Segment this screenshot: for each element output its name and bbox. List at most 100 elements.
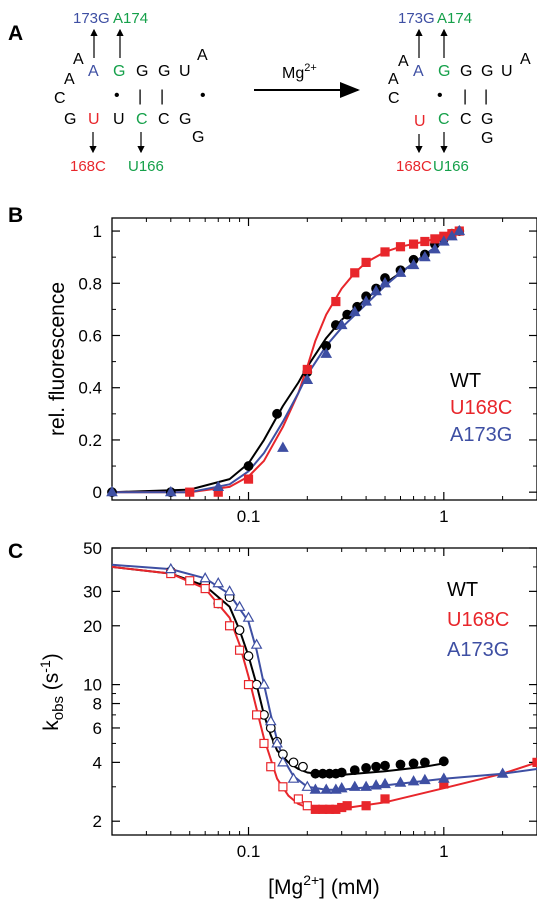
data-point-a173g (233, 600, 246, 611)
nt: C (460, 111, 472, 128)
fit-line-a173g (112, 230, 460, 494)
data-point-a173g (419, 773, 431, 785)
data-point-a173g (437, 235, 450, 246)
data-point-u168c (213, 598, 223, 609)
data-point-u168c (259, 738, 269, 749)
nt: C (388, 90, 400, 107)
nt: C (438, 111, 450, 128)
y-tick-label: 2 (93, 812, 102, 831)
data-point-a173g (264, 714, 277, 726)
data-point-a173g (223, 585, 236, 596)
nt: G (113, 63, 125, 80)
data-point-wt (243, 461, 254, 471)
y-tick-label: 0.8 (78, 274, 102, 293)
data-point-u168c (430, 234, 440, 244)
data-point-wt (361, 762, 371, 773)
data-point-a173g (379, 277, 391, 288)
pair-bar: | (463, 88, 467, 105)
data-point-u168c (185, 487, 195, 497)
legend-entry: WT (450, 370, 481, 392)
data-point-a173g (370, 284, 382, 296)
nt: U (113, 111, 125, 128)
y-tick-label: 50 (83, 539, 102, 558)
data-point-u168c (293, 794, 303, 804)
y-tick-label: 20 (83, 617, 102, 636)
panel-c-letter: C (8, 540, 23, 563)
y-tick-label: 8 (93, 695, 102, 714)
data-point-wt (272, 408, 282, 419)
fluorescence-chart: rel. fluorescence 0.1 100.20.40.60.81 WT … (46, 217, 537, 526)
data-point-a173g (437, 772, 450, 783)
data-point-wt (380, 760, 390, 771)
nt: G (481, 130, 493, 147)
data-point-u168c (185, 576, 195, 586)
nt: G (136, 63, 148, 80)
data-point-u168c (380, 247, 390, 257)
data-point-a173g (287, 772, 300, 783)
data-point-wt (371, 761, 381, 772)
nt: U (414, 113, 426, 130)
data-point-u168c (361, 801, 371, 811)
data-point-wt (234, 625, 245, 636)
nt: C (136, 111, 148, 128)
pair-bar: | (160, 88, 164, 105)
x-axis-label: [Mg2+] (mM) (268, 872, 380, 899)
nt: A (520, 51, 531, 68)
data-point-a173g (453, 224, 466, 236)
data-point-a173g (335, 318, 348, 330)
nt: G (158, 63, 170, 80)
data-point-wt (298, 761, 308, 772)
right-label-168c: 168C (396, 158, 432, 175)
nt: G (481, 111, 493, 128)
pair-dot: • (200, 87, 206, 104)
data-point-a173g (394, 266, 407, 277)
data-point-wt (419, 757, 430, 768)
legend-entry: U168C (450, 397, 512, 419)
data-point-a173g (199, 572, 212, 583)
y-tick-label: 0.2 (78, 431, 102, 450)
plot-frame (111, 217, 537, 501)
x-tick-label: 1 (439, 842, 448, 861)
fit-line-wt (111, 230, 460, 494)
nt: G (64, 111, 76, 128)
data-point-a173g (407, 775, 420, 786)
y-tick-label: 30 (83, 582, 102, 601)
x-tick-label: 1 (439, 507, 448, 526)
y-tick-label: 0 (93, 483, 102, 502)
right-label-u166: U166 (433, 158, 469, 175)
y-tick-label: 0.4 (78, 379, 102, 398)
data-point-wt (243, 651, 254, 661)
y-axis-label: rel. fluorescence (46, 282, 69, 436)
data-point-u168c (342, 801, 352, 811)
data-point-u168c (243, 680, 254, 690)
nt: A (88, 63, 99, 80)
nt: G (179, 111, 191, 128)
data-point-wt (395, 759, 406, 770)
right-structure: 173G A174 A A C A G G G U A U C C G G • … (388, 10, 531, 175)
y-tick-label: 6 (93, 719, 102, 738)
data-point-u168c (408, 239, 419, 249)
data-point-a173g (320, 347, 333, 358)
nt: A (398, 53, 409, 70)
x-tick-label: 0.1 (237, 507, 261, 526)
legend-entry: A173G (450, 424, 512, 446)
y-tick-label: 1 (93, 222, 102, 241)
data-point-a173g (360, 295, 372, 306)
data-point-a173g (258, 678, 270, 689)
x-tick-label: 0.1 (237, 842, 261, 861)
nt: A (64, 71, 75, 88)
nt: G (481, 63, 493, 80)
data-point-wt (349, 765, 360, 776)
pair-bar: | (138, 88, 142, 105)
legend-entry: A173G (447, 639, 509, 661)
left-label-173g: 173G (73, 10, 110, 27)
data-point-u168c (266, 762, 276, 772)
nt: C (54, 90, 66, 107)
data-point-u168c (200, 583, 210, 594)
data-point-u168c (224, 621, 235, 631)
legend-entry: U168C (447, 609, 509, 631)
data-point-a173g (496, 767, 509, 778)
data-point-a173g (370, 779, 382, 790)
panel-a-letter: A (8, 22, 23, 45)
